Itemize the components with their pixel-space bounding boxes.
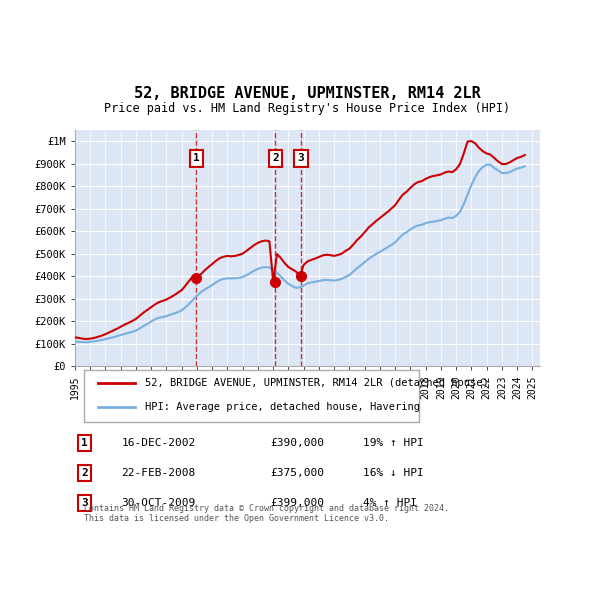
Text: £375,000: £375,000 <box>270 468 324 478</box>
Text: 3: 3 <box>298 153 304 163</box>
Text: 2: 2 <box>272 153 279 163</box>
Text: HPI: Average price, detached house, Havering: HPI: Average price, detached house, Have… <box>145 402 420 412</box>
Text: 4% ↑ HPI: 4% ↑ HPI <box>364 498 418 508</box>
Text: Contains HM Land Registry data © Crown copyright and database right 2024.
This d: Contains HM Land Registry data © Crown c… <box>84 504 449 523</box>
Text: 52, BRIDGE AVENUE, UPMINSTER, RM14 2LR (detached house): 52, BRIDGE AVENUE, UPMINSTER, RM14 2LR (… <box>145 378 488 388</box>
Text: 16% ↓ HPI: 16% ↓ HPI <box>364 468 424 478</box>
Text: 3: 3 <box>81 498 88 508</box>
Text: 2: 2 <box>81 468 88 478</box>
Text: 1: 1 <box>193 153 200 163</box>
Text: 16-DEC-2002: 16-DEC-2002 <box>121 438 196 448</box>
Text: £390,000: £390,000 <box>270 438 324 448</box>
Text: 1: 1 <box>81 438 88 448</box>
FancyBboxPatch shape <box>84 371 419 422</box>
Text: 52, BRIDGE AVENUE, UPMINSTER, RM14 2LR: 52, BRIDGE AVENUE, UPMINSTER, RM14 2LR <box>134 86 481 100</box>
Text: £399,000: £399,000 <box>270 498 324 508</box>
Text: 22-FEB-2008: 22-FEB-2008 <box>121 468 196 478</box>
Text: 30-OCT-2009: 30-OCT-2009 <box>121 498 196 508</box>
Text: 19% ↑ HPI: 19% ↑ HPI <box>364 438 424 448</box>
Text: Price paid vs. HM Land Registry's House Price Index (HPI): Price paid vs. HM Land Registry's House … <box>104 102 511 115</box>
